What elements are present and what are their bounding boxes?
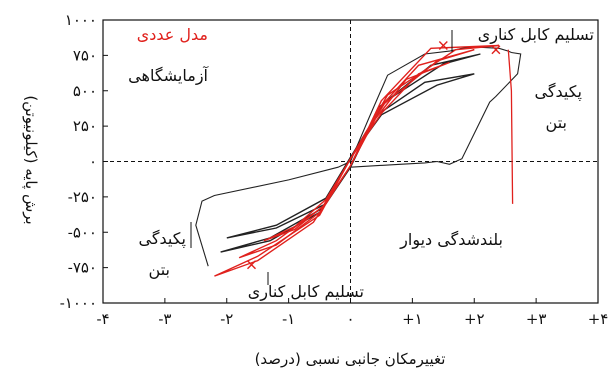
- y-tick-label: ۱۰۰۰: [65, 11, 97, 29]
- y-tick-label: -۲۵۰: [68, 188, 97, 206]
- curves-layer: [195, 40, 522, 277]
- x-tick-label: +۴: [588, 310, 609, 328]
- x-tick-label: +۱: [402, 310, 423, 328]
- annotation-yield-bottom: تسلیم کابل کناری: [248, 282, 364, 302]
- annotation-crush-right-2: بتن: [546, 113, 567, 133]
- annotation-wall-uplift: بلندشدگی دیوار: [399, 230, 503, 250]
- x-tick-label: ۰: [346, 310, 354, 328]
- y-tick-label: ۰: [89, 153, 97, 171]
- y-tick-label: -۷۵۰: [68, 259, 97, 277]
- x-tick-label: -۲: [220, 310, 233, 328]
- y-axis-label: برش پایه (کیلونیوتن): [21, 95, 40, 224]
- experimental-envelope: [195, 46, 522, 267]
- x-marker-stroke: [438, 40, 448, 50]
- y-tick-label: ۷۵۰: [73, 46, 97, 64]
- annotation-crush-left-1: پکیدگی: [139, 229, 186, 249]
- y-tick-label: -۵۰۰: [68, 223, 97, 241]
- x-tick-label: +۳: [526, 310, 547, 328]
- numerical-loop: [214, 44, 500, 277]
- ticks-layer: -۴ -۳ -۲ -۱ ۰ +۱ +۲ +۳ +۴ ۱۰۰۰ ۷۵۰ ۵۰۰ ۲۵۰ ۰ -۲۵۰ -۵۰۰ -…: [60, 11, 609, 328]
- x-marker-stroke: [491, 45, 501, 55]
- y-tick-label: ۵۰۰: [73, 82, 97, 100]
- x-tick-label: -۱: [282, 310, 295, 328]
- y-tick-label: -۱۰۰۰: [60, 294, 97, 312]
- marker-peak-right: [491, 45, 501, 55]
- y-tick-label: ۲۵۰: [73, 117, 97, 135]
- legend-numerical-label: مدل عددی: [137, 25, 208, 44]
- annotation-yield-top: تسلیم کابل کناری: [478, 25, 594, 45]
- marker-yield-right: [438, 40, 448, 50]
- x-marker-stroke: [247, 260, 256, 270]
- x-tick-label: -۳: [158, 310, 171, 328]
- annotation-crush-right-1: پکیدگی: [535, 82, 582, 102]
- x-tick-label: +۲: [464, 310, 485, 328]
- annotation-crush-left-2: بتن: [149, 260, 170, 280]
- x-tick-label: -۴: [96, 310, 109, 328]
- x-axis-label: تغییرمکان جانبی نسبی (درصد): [255, 350, 446, 368]
- numerical-tail: [507, 49, 514, 204]
- legend-experimental-label: آزمایشگاهی: [128, 66, 209, 86]
- marker-yield-left: [247, 260, 256, 270]
